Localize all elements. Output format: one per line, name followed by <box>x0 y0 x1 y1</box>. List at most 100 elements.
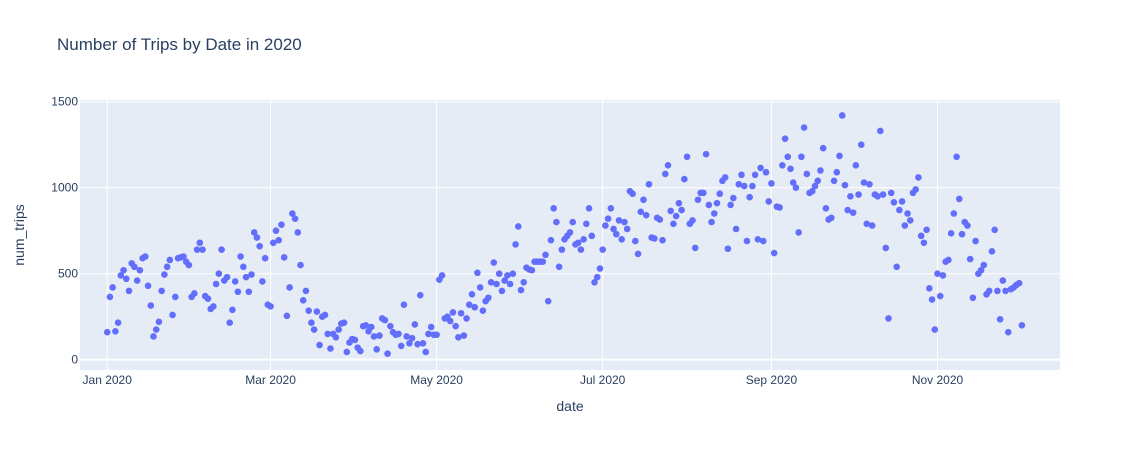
data-point[interactable] <box>553 218 560 226</box>
data-point[interactable] <box>637 208 645 216</box>
data-point[interactable] <box>721 174 729 181</box>
data-point[interactable] <box>460 332 468 339</box>
data-point[interactable] <box>272 227 280 234</box>
data-point[interactable] <box>980 261 988 269</box>
data-point[interactable] <box>125 287 133 295</box>
data-point[interactable] <box>517 286 525 294</box>
data-point[interactable] <box>836 152 843 160</box>
data-point[interactable] <box>289 210 296 217</box>
data-point[interactable] <box>664 162 672 169</box>
data-point[interactable] <box>844 206 851 214</box>
data-point[interactable] <box>667 207 675 215</box>
data-point[interactable] <box>877 127 884 135</box>
data-point[interactable] <box>106 293 114 301</box>
data-point[interactable] <box>406 340 413 347</box>
data-point[interactable] <box>689 217 696 224</box>
data-point[interactable] <box>727 201 734 209</box>
data-point[interactable] <box>724 245 732 253</box>
data-point[interactable] <box>781 135 789 142</box>
data-point[interactable] <box>438 272 446 279</box>
data-point[interactable] <box>452 322 459 330</box>
data-point[interactable] <box>169 311 176 319</box>
data-point[interactable] <box>740 182 748 190</box>
data-point[interactable] <box>103 328 111 336</box>
data-point[interactable] <box>588 232 596 240</box>
data-point[interactable] <box>996 315 1004 323</box>
data-point[interactable] <box>838 112 846 119</box>
data-point[interactable] <box>403 333 410 340</box>
data-point[interactable] <box>474 269 481 277</box>
data-point[interactable] <box>161 271 168 278</box>
data-point[interactable] <box>501 277 508 284</box>
data-point[interactable] <box>291 215 299 222</box>
data-point[interactable] <box>955 195 963 203</box>
data-point[interactable] <box>661 170 669 178</box>
data-point[interactable] <box>242 273 250 281</box>
data-point[interactable] <box>634 250 642 258</box>
data-point[interactable] <box>280 254 288 261</box>
data-point[interactable] <box>915 174 922 181</box>
data-point[interactable] <box>425 330 432 338</box>
data-point[interactable] <box>817 167 824 174</box>
data-point[interactable] <box>351 336 359 344</box>
data-point[interactable] <box>1002 287 1009 295</box>
data-point[interactable] <box>945 256 952 264</box>
data-point[interactable] <box>223 273 231 281</box>
data-point[interactable] <box>376 332 383 339</box>
data-point[interactable] <box>868 222 876 229</box>
data-point[interactable] <box>808 187 816 195</box>
data-point[interactable] <box>828 214 835 222</box>
data-point[interactable] <box>555 263 563 271</box>
data-point[interactable] <box>863 220 871 228</box>
data-point[interactable] <box>245 288 253 296</box>
data-point[interactable] <box>414 340 421 348</box>
data-point[interactable] <box>381 316 389 324</box>
data-point[interactable] <box>1018 321 1026 329</box>
data-point[interactable] <box>994 287 1001 295</box>
data-point[interactable] <box>847 193 854 200</box>
data-point[interactable] <box>800 124 808 131</box>
data-point[interactable] <box>297 261 304 269</box>
data-point[interactable] <box>308 319 315 327</box>
data-point[interactable] <box>885 315 892 322</box>
data-point[interactable] <box>408 334 416 342</box>
data-point[interactable] <box>678 206 685 214</box>
data-point[interactable] <box>629 190 636 198</box>
data-point[interactable] <box>550 205 557 212</box>
data-point[interactable] <box>749 182 756 190</box>
data-point[interactable] <box>738 171 745 179</box>
data-point[interactable] <box>852 162 860 169</box>
data-point[interactable] <box>193 246 201 253</box>
data-point[interactable] <box>512 241 519 248</box>
data-point[interactable] <box>610 225 617 233</box>
data-point[interactable] <box>479 307 487 314</box>
data-point[interactable] <box>904 210 911 217</box>
data-point[interactable] <box>248 271 255 278</box>
data-point[interactable] <box>759 237 767 245</box>
data-point[interactable] <box>833 168 841 176</box>
data-point[interactable] <box>672 212 680 220</box>
data-point[interactable] <box>683 153 691 161</box>
data-point[interactable] <box>928 296 936 303</box>
data-point[interactable] <box>471 303 479 311</box>
data-point[interactable] <box>841 181 849 189</box>
data-point[interactable] <box>427 323 435 331</box>
data-point[interactable] <box>931 326 939 333</box>
data-point[interactable] <box>142 253 149 260</box>
data-point[interactable] <box>490 259 498 266</box>
data-point[interactable] <box>691 244 699 252</box>
data-point[interactable] <box>770 249 778 257</box>
data-point[interactable] <box>602 222 609 229</box>
data-point[interactable] <box>133 277 141 284</box>
data-point[interactable] <box>112 328 119 335</box>
data-point[interactable] <box>732 225 740 233</box>
data-point[interactable] <box>966 255 974 263</box>
data-point[interactable] <box>934 270 941 277</box>
data-point[interactable] <box>591 278 598 286</box>
data-point[interactable] <box>321 311 329 319</box>
data-point[interactable] <box>593 273 601 281</box>
data-point[interactable] <box>191 290 198 297</box>
data-point[interactable] <box>397 342 405 350</box>
data-point[interactable] <box>577 246 585 253</box>
data-point[interactable] <box>558 246 566 253</box>
